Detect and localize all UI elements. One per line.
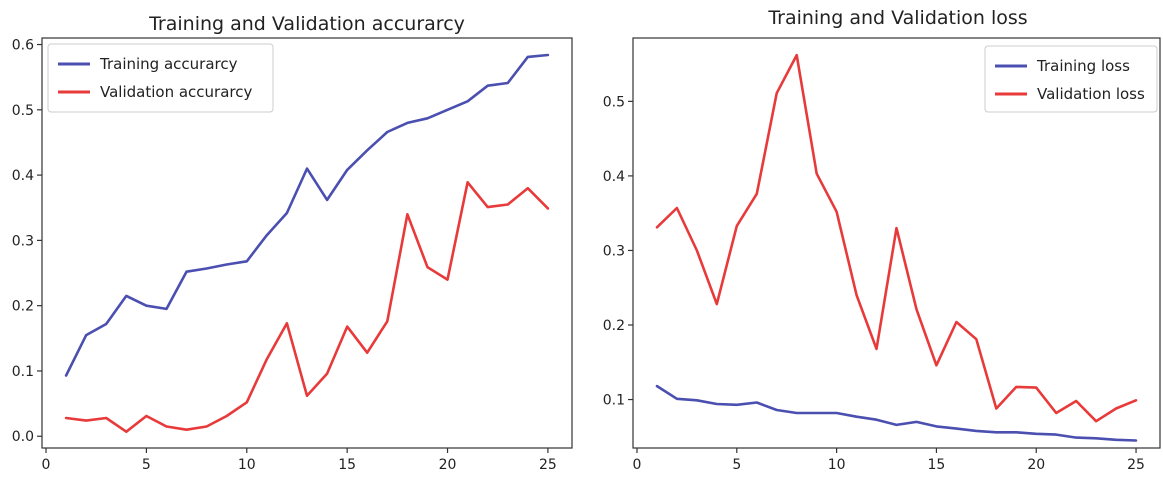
plot-frame [41,37,573,449]
y-tick-label: 0.6 [12,38,34,54]
series-line-validation-accurarcy [64,181,550,434]
x-tick-label: 20 [1027,457,1045,473]
x-tick-label: 15 [338,457,356,473]
series-line-training-loss [655,384,1138,442]
legend: Training accurarcy Validation accurarcy [47,43,274,113]
x-tick-label: 5 [732,457,741,473]
x-tick-label: 25 [539,457,557,473]
y-tick-label: 0.3 [12,233,34,249]
x-tick-label: 0 [42,457,51,473]
x-tick-label: 0 [633,457,642,473]
legend-label: Validation accurarcy [100,83,252,101]
y-tick-label: 0.4 [12,168,34,184]
series-line-training-accurarcy [64,53,550,377]
y-tick-label: 0.2 [12,299,34,315]
y-tick-label: 0.3 [603,243,625,259]
legend-box [984,45,1158,113]
y-tick-label: 0.4 [603,169,625,185]
y-tick-label: 0.1 [603,393,625,409]
legend-label: Validation loss [1037,85,1145,103]
y-tick-label: 0.5 [603,94,625,110]
x-tick-label: 10 [238,457,256,473]
legend-label: Training loss [1036,57,1130,75]
x-tick-label: 25 [1127,457,1145,473]
x-tick-label: 10 [828,457,846,473]
chart-title: Training and Validation loss [767,7,1027,29]
y-tick-label: 0.1 [12,364,34,380]
y-tick-label: 0.5 [12,103,34,119]
x-tick-label: 15 [928,457,946,473]
series-line-validation-loss [655,53,1138,423]
legend-label: Training accurarcy [99,55,238,73]
legend-box [47,43,274,113]
chart-2: Training and Validation loss 0 5 10 15 20 25 0.… [603,7,1161,473]
legend: Training loss Validation loss [984,45,1158,113]
chart-title: Training and Validation accurarcy [148,13,465,35]
y-tick-label: 0.2 [603,318,625,334]
x-tick-label: 5 [142,457,151,473]
chart-1: Training and Validation accurarcy 0 5 10 15 2… [12,13,573,473]
x-tick-label: 20 [439,457,457,473]
y-tick-label: 0.0 [12,429,34,445]
plot-frame [632,37,1161,449]
